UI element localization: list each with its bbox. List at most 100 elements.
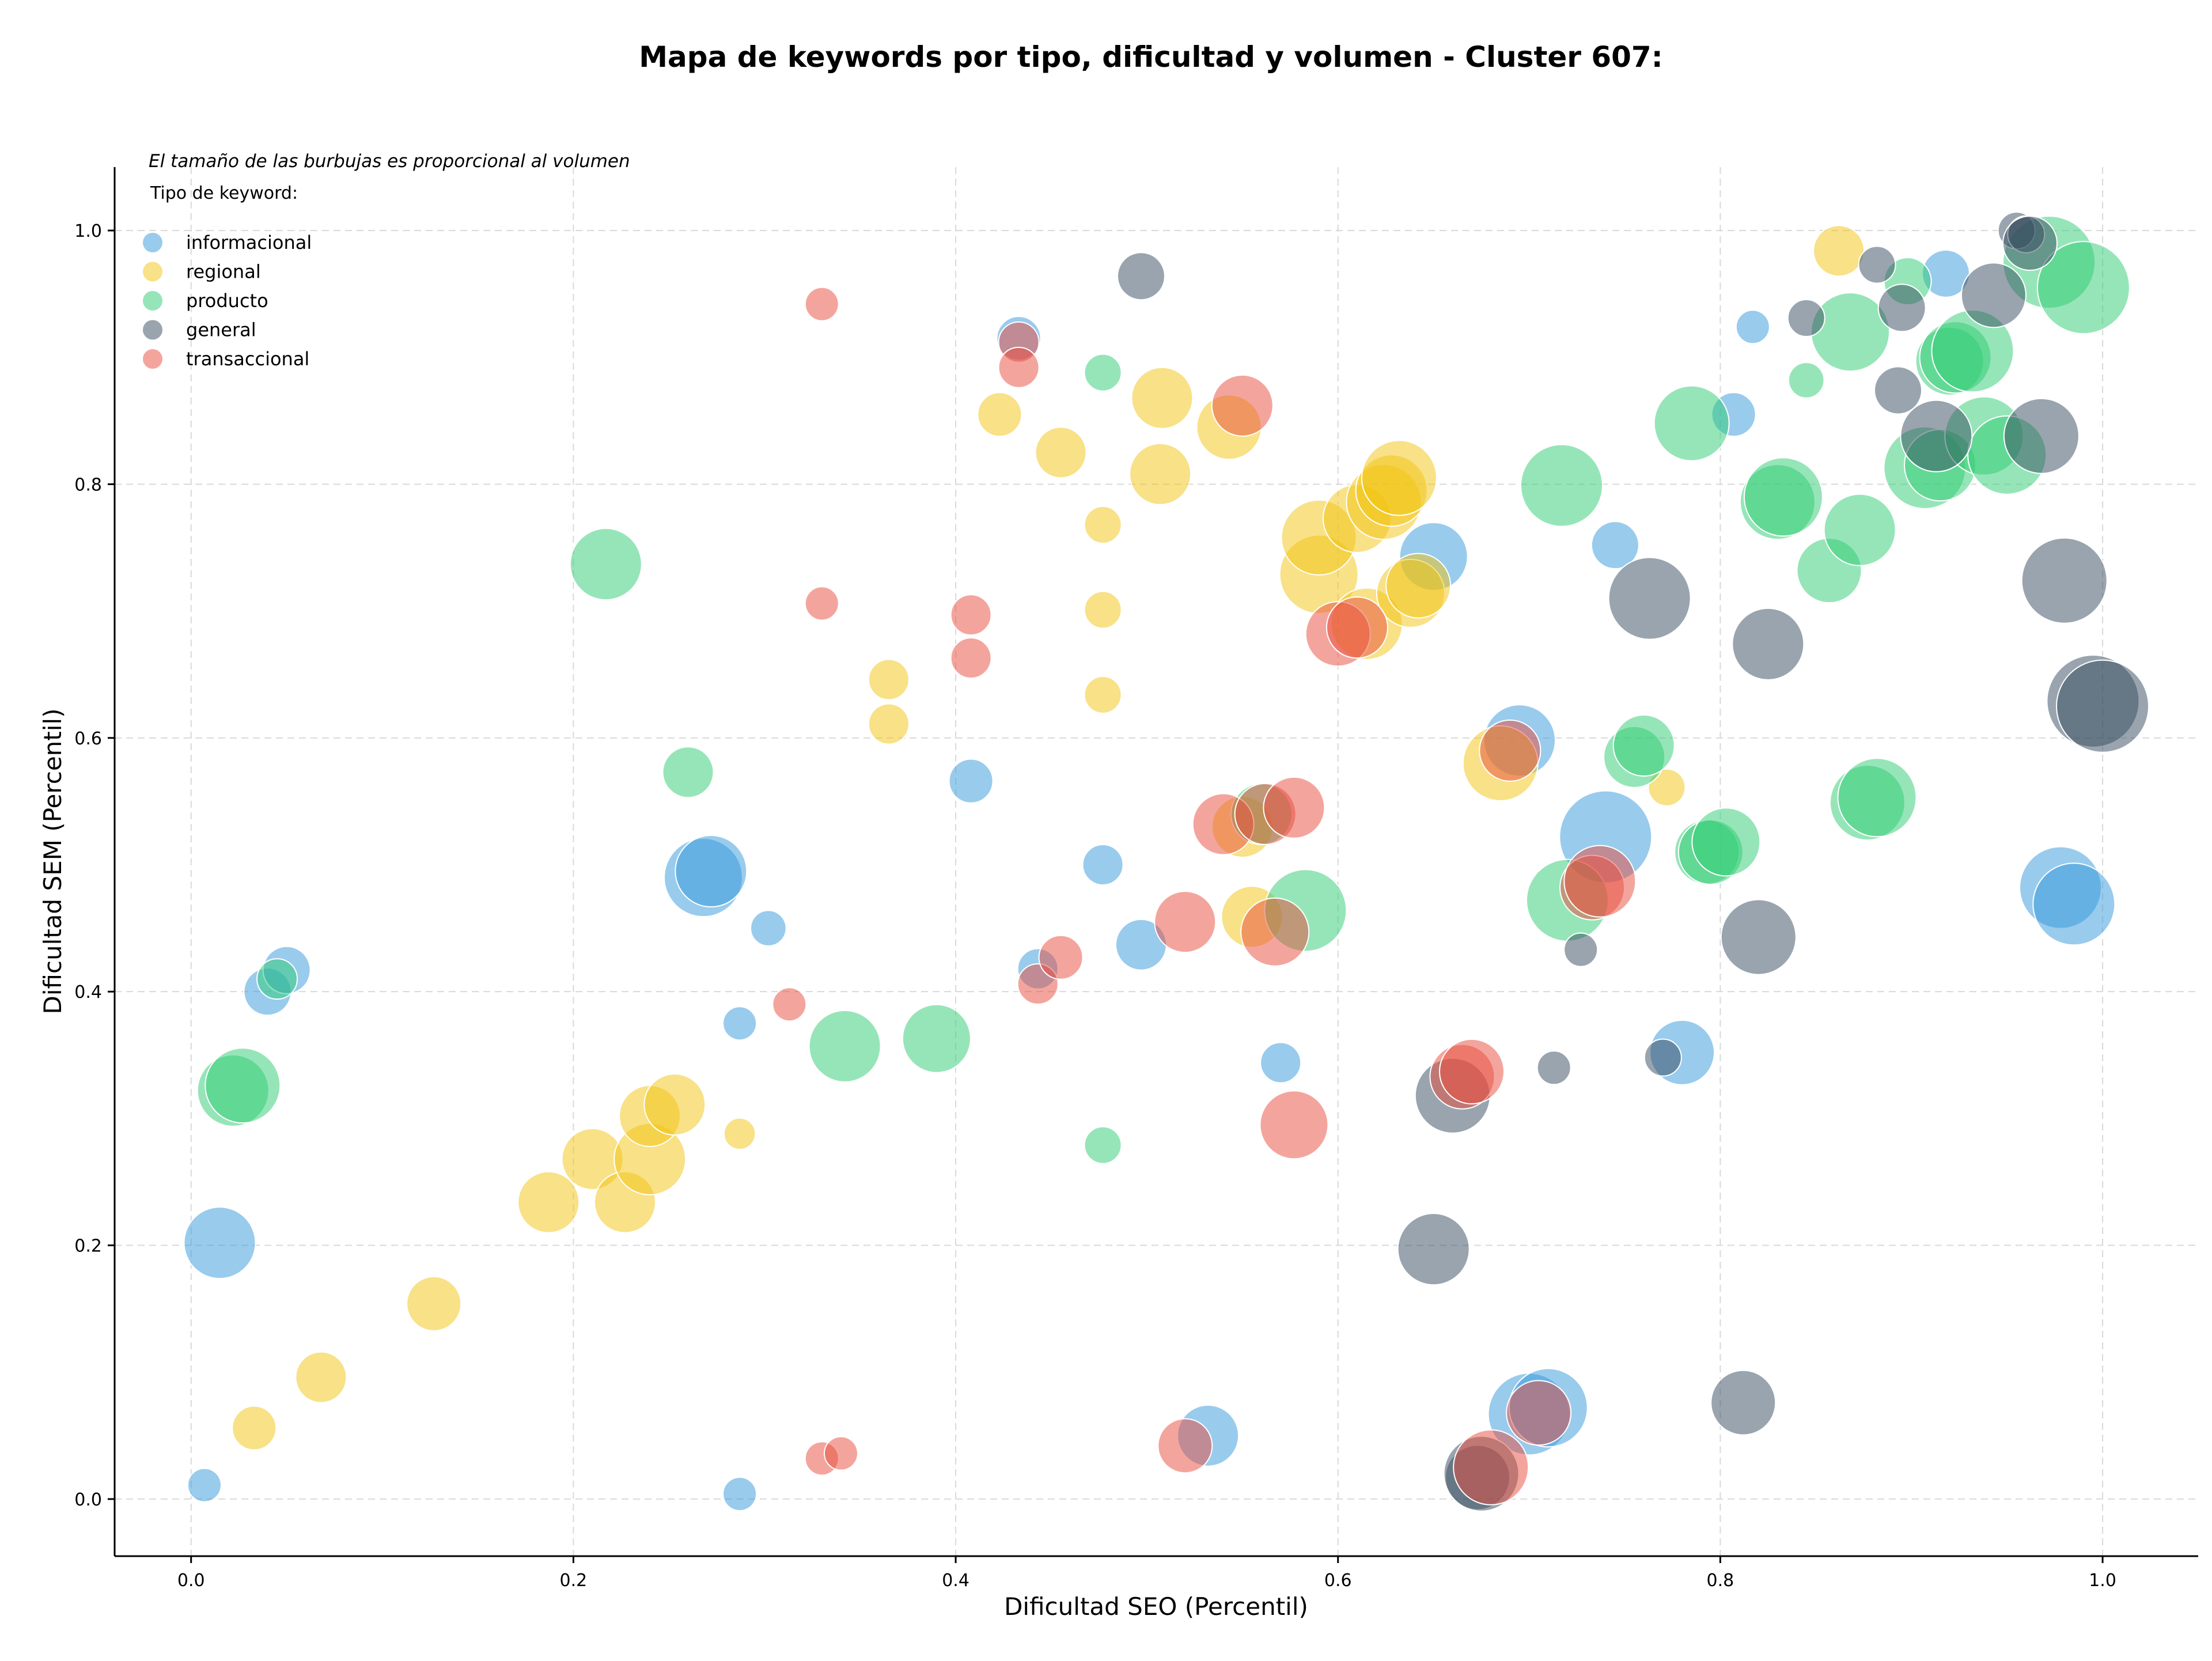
bubble-producto <box>1084 353 1122 392</box>
legend-marker-regional <box>143 262 162 282</box>
chart-subtitle: El tamaño de las burbujas es proporciona… <box>149 151 630 172</box>
chart-title: Mapa de keywords por tipo, dificultad y … <box>639 40 1662 74</box>
bubble-transaccional <box>804 286 839 321</box>
bubble-general <box>2002 215 2058 271</box>
bubble-transaccional <box>1157 1418 1213 1474</box>
bubble-producto <box>1653 385 1730 461</box>
bubble-informacional <box>948 758 994 804</box>
x-tick-label: 0.6 <box>1324 1571 1352 1591</box>
bubble-informacional <box>1735 309 1770 345</box>
bubble-regional <box>1084 505 1122 544</box>
legend-marker-general <box>143 320 162 340</box>
x-tick-label: 0.4 <box>942 1571 969 1591</box>
bubble-transaccional <box>772 987 807 1022</box>
bubble-general <box>1858 245 1896 284</box>
legend-label-informacional: informacional <box>186 232 312 253</box>
bubble-general <box>1397 1213 1470 1286</box>
bubble-informacional <box>1590 521 1639 570</box>
bubble-general <box>2056 659 2150 753</box>
bubble-producto <box>1743 457 1823 537</box>
y-axis-label: Dificultad SEM (Percentil) <box>39 709 67 1015</box>
bubble-general <box>1643 1038 1682 1077</box>
bubble-general <box>1874 366 1923 415</box>
bubble-general <box>1710 1369 1777 1436</box>
legend: informacional regional producto general tran… <box>143 232 312 370</box>
x-axis-label: Dificultad SEO (Percentil) <box>1004 1592 1308 1621</box>
bubble-general <box>1900 399 1973 472</box>
bubble-general <box>2003 398 2080 474</box>
bubble-regional <box>1035 426 1087 479</box>
bubble-regional <box>868 659 910 701</box>
bubble-general <box>1536 1050 1571 1085</box>
legend-marker-transaccional <box>143 349 162 369</box>
bubble-regional <box>1647 768 1686 807</box>
bubble-regional <box>1084 675 1122 714</box>
bubble-regional <box>643 1073 706 1136</box>
x-tick-label: 0.8 <box>1707 1571 1734 1591</box>
bubble-transaccional <box>998 346 1040 388</box>
bubble-informacional <box>722 1477 757 1512</box>
x-tick-label: 0.2 <box>560 1571 588 1591</box>
bubble-general <box>2021 537 2108 624</box>
legend-marker-informacional <box>143 233 162 252</box>
series-informacional <box>183 249 2116 1512</box>
bubble-transaccional <box>1211 374 1274 437</box>
bubble-transaccional <box>1479 719 1541 782</box>
series-regional <box>232 225 1865 1451</box>
bubble-general <box>1116 252 1165 301</box>
bubble-general <box>1732 607 1805 680</box>
legend-label-producto: producto <box>186 290 268 312</box>
bubble-producto <box>256 958 298 1000</box>
bubble-producto <box>569 528 642 601</box>
bubble-producto <box>902 1004 971 1073</box>
bubble-transaccional <box>1038 934 1084 980</box>
bubble-transaccional <box>804 586 839 621</box>
bubble-producto <box>662 746 714 799</box>
series-transaccional <box>772 286 1637 1505</box>
bubble-transaccional <box>1563 845 1637 918</box>
bubble-regional <box>517 1171 580 1234</box>
bubble-regional <box>295 1351 347 1403</box>
bubble-producto <box>1837 758 1917 838</box>
series-producto <box>196 215 2130 1164</box>
bubble-general <box>1877 283 1926 332</box>
bubble-transaccional <box>823 1436 858 1471</box>
bubble-general <box>1960 262 2027 328</box>
bubble-producto <box>2036 241 2130 335</box>
bubble-producto <box>1810 292 1891 372</box>
bubble-informacional <box>722 1006 757 1041</box>
bubble-regional <box>1385 553 1452 619</box>
bubble-transaccional <box>1259 1090 1329 1160</box>
bubble-general <box>1720 899 1797 975</box>
legend-label-general: general <box>186 319 256 341</box>
y-tick-label: 0.6 <box>74 729 102 749</box>
bubble-producto <box>1084 1126 1122 1164</box>
bubble-regional <box>1813 225 1865 277</box>
bubble-transaccional <box>950 637 992 679</box>
y-tick-label: 0.8 <box>74 475 102 495</box>
series-general <box>1116 211 2150 1512</box>
bubble-transaccional <box>950 594 992 636</box>
bubble-transaccional <box>1506 1380 1572 1446</box>
bubble-informacional <box>183 1206 256 1280</box>
bubble-informacional <box>187 1467 222 1503</box>
bubble-producto <box>1691 807 1761 877</box>
bubble-transaccional <box>1325 596 1388 659</box>
bubble-transaccional <box>1439 1038 1505 1104</box>
axis-ticks: 0.0 0.2 0.4 0.6 0.8 1.0 0.0 0.2 0.4 0.6 0.8 1.0 <box>74 221 2116 1591</box>
y-tick-label: 0.0 <box>74 1490 102 1510</box>
bubble-transaccional <box>1263 776 1325 839</box>
bubble-informacional <box>1260 1042 1302 1084</box>
bubble-producto <box>1612 714 1675 777</box>
bubble-producto <box>1823 493 1896 566</box>
bubble-producto <box>204 1047 281 1124</box>
bubble-producto <box>1787 362 1825 399</box>
legend-marker-producto <box>143 291 162 311</box>
bubble-informacional <box>750 910 787 947</box>
bubble-regional <box>977 392 1022 437</box>
legend-title: Tipo de keyword: <box>150 183 298 203</box>
bubble-regional <box>406 1276 462 1331</box>
bubble-regional <box>723 1117 756 1150</box>
x-tick-label: 0.0 <box>177 1571 205 1591</box>
